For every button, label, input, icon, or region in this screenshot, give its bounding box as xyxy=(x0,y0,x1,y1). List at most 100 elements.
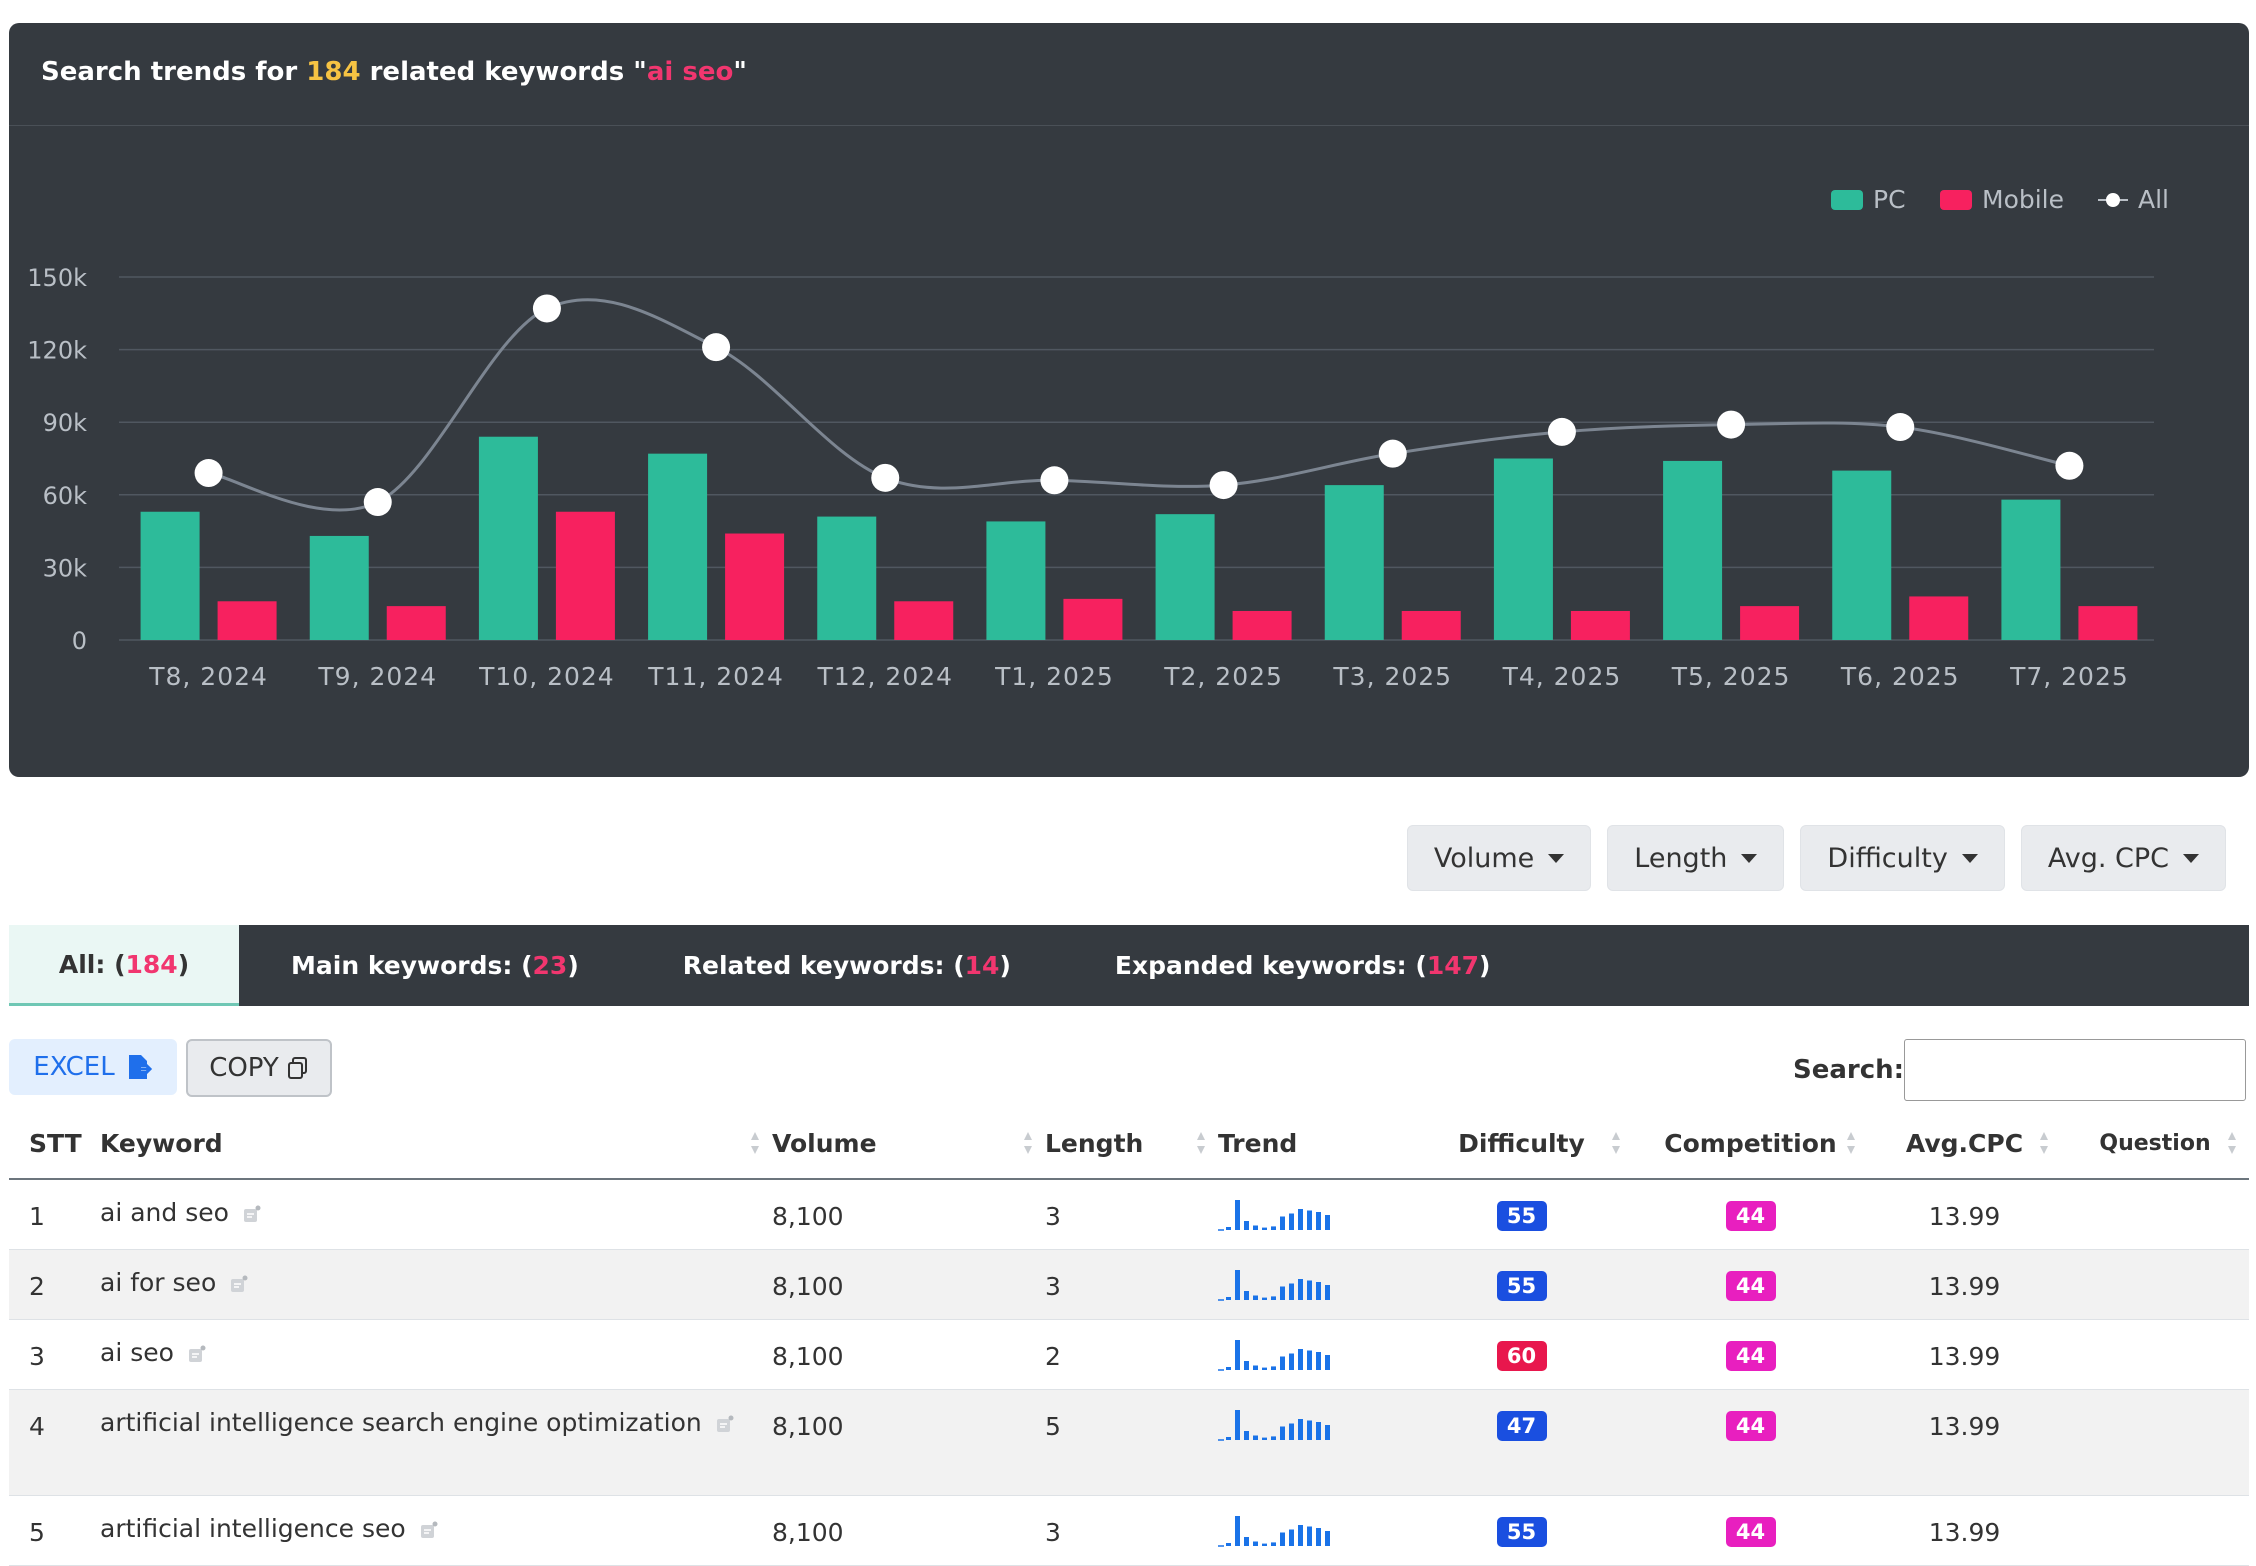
sparkline-bar xyxy=(1226,1296,1231,1300)
x-tick-label: T5, 2025 xyxy=(1671,662,1791,691)
filter-avg-cpc-button[interactable]: Avg. CPC xyxy=(2020,825,2226,891)
filter-difficulty-button[interactable]: Difficulty xyxy=(1800,825,2005,891)
filter-length-button[interactable]: Length xyxy=(1607,825,1785,891)
legend-label-all: All xyxy=(2138,185,2169,214)
sparkline-bar xyxy=(1280,1532,1285,1546)
filter-bar: Volume Length Difficulty Avg. CPC xyxy=(1406,825,2226,891)
sparkline-bar xyxy=(1253,1295,1258,1300)
row-keyword[interactable]: artificial intelligence search engine op… xyxy=(100,1390,772,1440)
sparkline-bar xyxy=(1316,1421,1321,1440)
note-icon[interactable] xyxy=(716,1415,734,1433)
x-tick-label: T2, 2025 xyxy=(1163,662,1283,691)
note-icon[interactable] xyxy=(188,1345,206,1363)
row-question xyxy=(2061,1250,2249,1272)
caret-down-icon xyxy=(2183,853,2199,863)
y-tick-label: 90k xyxy=(43,409,88,437)
caret-down-icon xyxy=(1548,853,1565,863)
row-stt: 5 xyxy=(29,1517,45,1547)
bar-pc xyxy=(1493,458,1553,640)
search-keyword: ai seo xyxy=(646,57,734,87)
table-row: 4 artificial intelligence search engine o… xyxy=(9,1389,2249,1496)
point-all xyxy=(363,488,392,517)
row-avg-cpc: 13.99 xyxy=(1928,1411,2001,1441)
bar-pc xyxy=(2001,499,2061,640)
keyword-text[interactable]: artificial intelligence search engine op… xyxy=(100,1407,702,1437)
filter-volume-button[interactable]: Volume xyxy=(1406,825,1592,891)
keyword-text[interactable]: ai for seo xyxy=(100,1267,217,1297)
row-volume: 8,100 xyxy=(772,1411,844,1441)
sparkline-bar xyxy=(1253,1225,1258,1230)
legend-swatch-pc xyxy=(1831,190,1863,210)
competition-badge: 44 xyxy=(1725,1270,1776,1301)
row-keyword[interactable]: artificial intelligence seo xyxy=(100,1496,772,1546)
excel-export-button[interactable]: EXCEL xyxy=(9,1039,177,1095)
sort-icon xyxy=(1612,1132,1620,1154)
point-all xyxy=(871,463,900,492)
col-stt[interactable]: STT xyxy=(9,1108,100,1180)
row-volume: 8,100 xyxy=(772,1517,844,1547)
point-all xyxy=(1378,439,1407,468)
copy-button[interactable]: COPY xyxy=(186,1039,332,1097)
sparkline-bar xyxy=(1271,1435,1276,1440)
keyword-count: 184 xyxy=(306,57,361,87)
sort-icon xyxy=(1024,1132,1032,1154)
sparkline-bar xyxy=(1325,1424,1330,1440)
row-length: 3 xyxy=(1045,1517,1061,1547)
col-question[interactable]: Question xyxy=(2061,1108,2249,1180)
point-all xyxy=(1040,466,1069,495)
col-volume[interactable]: Volume xyxy=(772,1108,1045,1180)
sparkline-bar xyxy=(1253,1365,1258,1370)
sparkline-bar xyxy=(1307,1280,1312,1300)
sparkline-bar xyxy=(1325,1284,1330,1300)
row-keyword[interactable]: ai seo xyxy=(100,1320,772,1370)
col-competition[interactable]: Competition xyxy=(1633,1108,1868,1180)
sparkline-bar xyxy=(1325,1215,1330,1230)
point-all xyxy=(194,459,223,488)
row-keyword[interactable]: ai for seo xyxy=(100,1250,772,1300)
sparkline-bar xyxy=(1316,1281,1321,1300)
bar-mobile xyxy=(1740,606,1800,640)
note-icon[interactable] xyxy=(230,1275,248,1293)
trend-sparkline xyxy=(1218,1409,1330,1441)
sparkline-bar xyxy=(1235,1200,1240,1230)
point-all xyxy=(702,333,731,362)
tab-all[interactable]: All: (184) xyxy=(9,925,239,1006)
sparkline-bar xyxy=(1226,1366,1231,1370)
keyword-text[interactable]: ai seo xyxy=(100,1337,174,1367)
sparkline-bar xyxy=(1298,1278,1303,1300)
col-difficulty[interactable]: Difficulty xyxy=(1410,1108,1633,1180)
col-avg-cpc[interactable]: Avg.CPC xyxy=(1868,1108,2061,1180)
trend-sparkline xyxy=(1218,1339,1330,1371)
tab-related-keywords[interactable]: Related keywords: (14) xyxy=(682,951,1011,980)
row-question xyxy=(2061,1180,2249,1202)
search-input[interactable] xyxy=(1904,1039,2246,1101)
col-keyword[interactable]: Keyword xyxy=(100,1108,772,1180)
bar-pc xyxy=(986,521,1046,640)
keyword-text[interactable]: ai and seo xyxy=(100,1198,229,1227)
bar-mobile xyxy=(894,601,954,640)
row-question xyxy=(2061,1496,2249,1518)
point-all xyxy=(1209,471,1238,500)
y-tick-label: 60k xyxy=(43,482,88,510)
point-all xyxy=(1547,417,1576,446)
bar-pc xyxy=(1324,485,1384,640)
sparkline-bar xyxy=(1298,1348,1303,1370)
row-question xyxy=(2061,1390,2249,1412)
note-icon[interactable] xyxy=(420,1521,438,1539)
x-tick-label: T6, 2025 xyxy=(1840,662,1960,691)
sparkline-bar xyxy=(1235,1515,1240,1546)
difficulty-badge: 55 xyxy=(1496,1270,1547,1301)
sparkline-bar xyxy=(1244,1430,1249,1440)
tab-expanded-keywords[interactable]: Expanded keywords: (147) xyxy=(1114,951,1491,980)
sparkline-bar xyxy=(1298,1524,1303,1546)
col-length[interactable]: Length xyxy=(1045,1108,1218,1180)
tab-main-keywords[interactable]: Main keywords: (23) xyxy=(291,951,579,980)
sparkline-bar xyxy=(1316,1527,1321,1546)
x-tick-label: T12, 2024 xyxy=(816,662,953,691)
row-keyword[interactable]: ai and seo xyxy=(100,1180,772,1230)
difficulty-badge: 55 xyxy=(1496,1201,1547,1231)
keyword-tabs: All: (184) Main keywords: (23) Related k… xyxy=(9,925,2249,1006)
competition-badge: 44 xyxy=(1725,1201,1776,1231)
note-icon[interactable] xyxy=(243,1205,261,1223)
keyword-text[interactable]: artificial intelligence seo xyxy=(100,1513,406,1543)
